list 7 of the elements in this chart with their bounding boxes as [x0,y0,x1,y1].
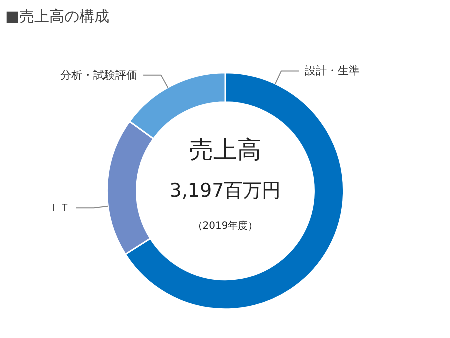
slice-label: ＩＴ [48,202,70,215]
slice-label: 設計・生準 [305,64,360,78]
slice-label: 分析・試験評価 [60,68,138,82]
text: 売上高 [190,136,262,164]
text: （2019年度） [192,220,258,232]
text: 3,197百万円 [170,180,282,202]
chart-title: ■売上高の構成 [6,8,110,26]
